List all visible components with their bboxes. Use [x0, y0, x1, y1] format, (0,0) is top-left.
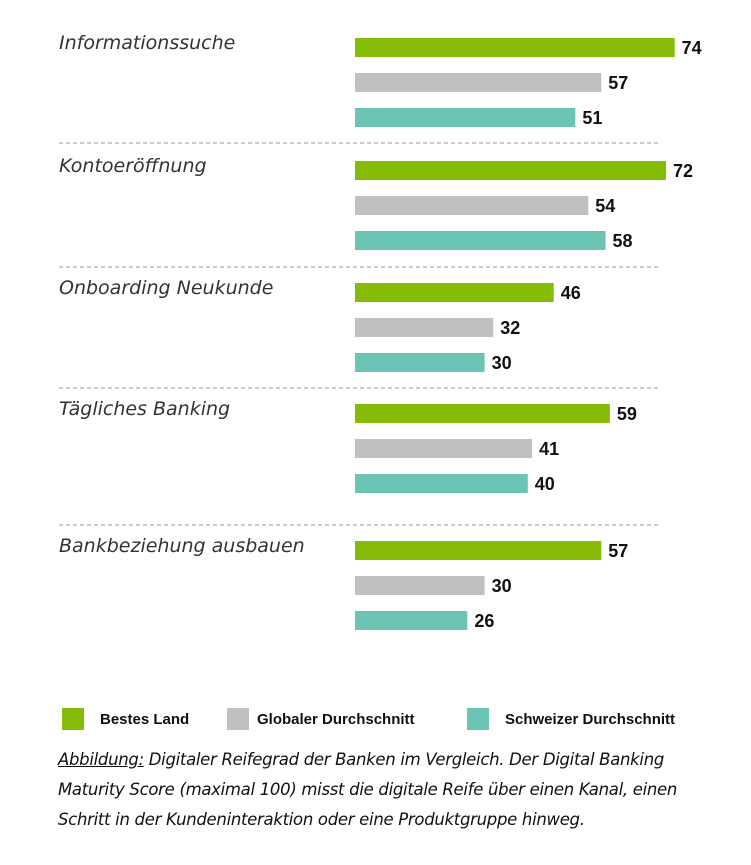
value-label: 74 [682, 38, 702, 58]
bar-bestes-land [355, 38, 675, 57]
value-label: 30 [492, 576, 512, 596]
legend-item-schweizer-durchschnitt: Schweizer Durchschnitt [467, 708, 675, 730]
caption-lead: Abbildung: [58, 750, 144, 769]
category-group-onboarding-neukunde: Onboarding Neukunde 46 32 30 [59, 277, 581, 373]
legend-label: Schweizer Durchschnitt [505, 710, 676, 728]
bar-bestes-land [355, 161, 667, 180]
value-label: 54 [595, 196, 615, 216]
legend-label: Globaler Durchschnitt [257, 710, 415, 728]
bar-globaler-durchschnitt [355, 576, 485, 595]
value-label: 30 [492, 353, 512, 373]
value-label: 72 [673, 161, 693, 181]
figure-caption: Abbildung: Digitaler Reifegrad der Banke… [58, 745, 728, 835]
value-label: 40 [535, 474, 555, 494]
bar-schweizer-durchschnitt [355, 108, 576, 127]
value-label: 59 [617, 404, 637, 424]
value-label: 57 [608, 73, 628, 93]
value-label: 41 [539, 439, 559, 459]
legend-swatch [227, 708, 249, 730]
legend-item-bestes-land: Bestes Land [62, 708, 189, 730]
bar-globaler-durchschnitt [355, 318, 494, 337]
bar-bestes-land [355, 541, 602, 560]
category-label: Informationssuche [59, 32, 235, 54]
category-group-informationssuche: Informationssuche 74 57 51 [59, 32, 702, 128]
legend-item-globaler-durchschnitt: Globaler Durchschnitt [227, 708, 415, 730]
bar-schweizer-durchschnitt [355, 611, 468, 630]
category-label: Tägliches Banking [59, 398, 230, 420]
bar-bestes-land [355, 283, 554, 302]
caption-text: Digitaler Reifegrad der Banken im Vergle… [58, 750, 678, 829]
value-label: 26 [474, 611, 494, 631]
category-group-bankbeziehung-ausbauen: Bankbeziehung ausbauen 57 30 26 [59, 535, 628, 631]
bar-schweizer-durchschnitt [355, 353, 485, 372]
value-label: 32 [500, 318, 520, 338]
legend-swatch [62, 708, 84, 730]
value-label: 57 [608, 541, 628, 561]
value-label: 58 [613, 231, 633, 251]
bar-globaler-durchschnitt [355, 73, 602, 92]
legend-label: Bestes Land [100, 710, 190, 728]
bar-schweizer-durchschnitt [355, 231, 606, 250]
category-label: Kontoeröffnung [59, 155, 207, 177]
value-label: 46 [561, 283, 581, 303]
legend-swatch [467, 708, 489, 730]
category-group-tagliches-banking: Tägliches Banking 59 41 40 [59, 398, 637, 494]
bar-globaler-durchschnitt [355, 196, 589, 215]
bar-bestes-land [355, 404, 610, 423]
category-label: Bankbeziehung ausbauen [59, 535, 305, 557]
legend: Bestes Land Globaler Durchschnitt Schwei… [62, 708, 742, 734]
category-label: Onboarding Neukunde [59, 277, 273, 299]
category-group-kontoeroffnung: Kontoeröffnung 72 54 58 [59, 155, 693, 251]
bar-globaler-durchschnitt [355, 439, 533, 458]
bar-chart: Informationssuche 74 57 51 Kontoeröffnung 72 5… [59, 32, 702, 631]
bar-schweizer-durchschnitt [355, 474, 528, 493]
value-label: 51 [582, 108, 602, 128]
